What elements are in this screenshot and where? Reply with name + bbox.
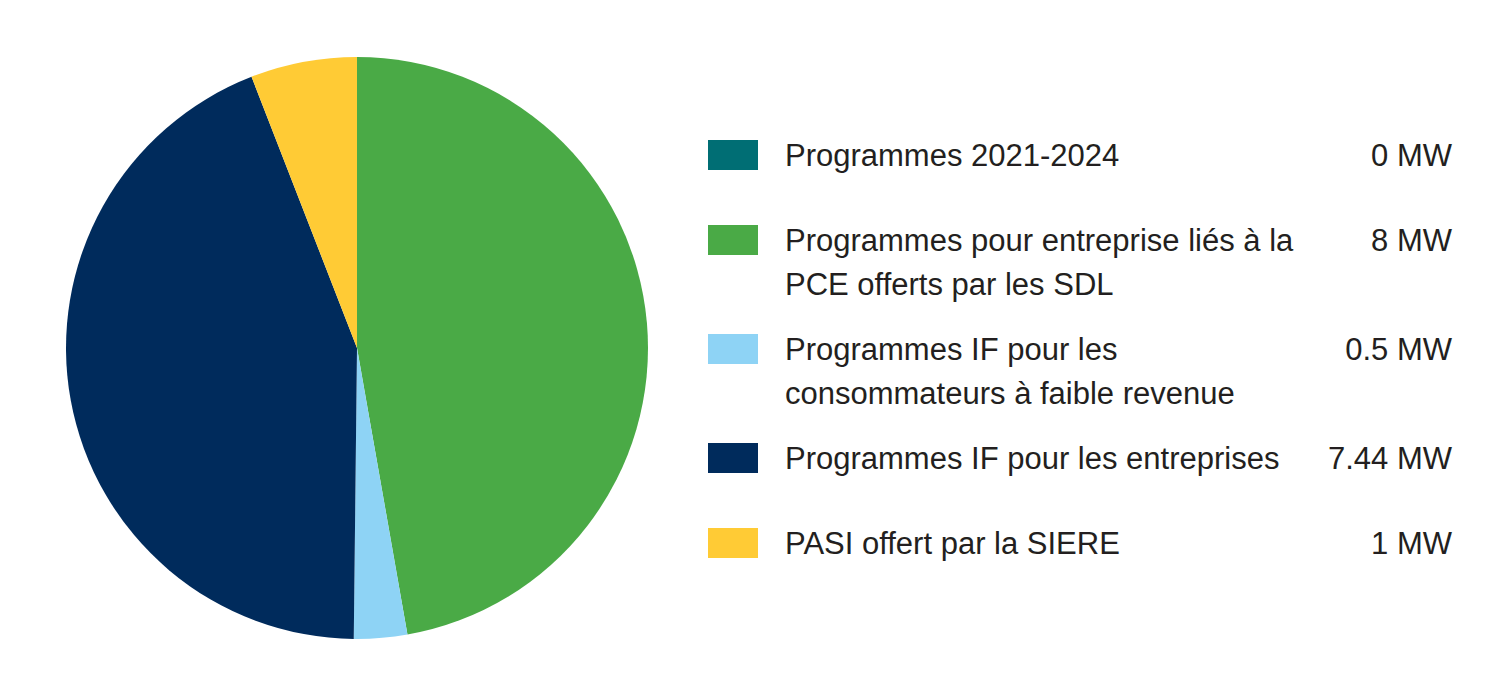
legend-label: Programmes 2021-2024: [785, 138, 1119, 173]
pie-slice: [252, 57, 357, 348]
legend-value: 0.5 MW: [1345, 332, 1453, 367]
legend-swatch: [708, 334, 758, 364]
legend-swatch: [708, 443, 758, 473]
legend: Programmes 2021-2024 0 MW Programmes pour …: [708, 138, 1453, 561]
pie-slice: [357, 57, 648, 635]
legend-label: Programmes IF pour lesconsommateurs à fa…: [785, 332, 1235, 411]
chart: Programmes 2021-2024 0 MW Programmes pour …: [0, 0, 1500, 694]
legend-value: 0 MW: [1371, 138, 1453, 173]
legend-label: PASI offert par la SIERE: [785, 526, 1120, 561]
pie: [66, 57, 648, 639]
legend-label: Programmes pour entreprise liés à laPCE …: [785, 223, 1294, 302]
legend-value: 8 MW: [1371, 223, 1453, 258]
legend-value: 7.44 MW: [1328, 441, 1453, 476]
legend-swatch: [708, 140, 758, 170]
legend-value: 1 MW: [1371, 526, 1453, 561]
legend-swatch: [708, 225, 758, 255]
legend-label: Programmes IF pour les entreprises: [785, 441, 1279, 476]
legend-swatch: [708, 528, 758, 558]
pie-slice: [354, 348, 408, 639]
